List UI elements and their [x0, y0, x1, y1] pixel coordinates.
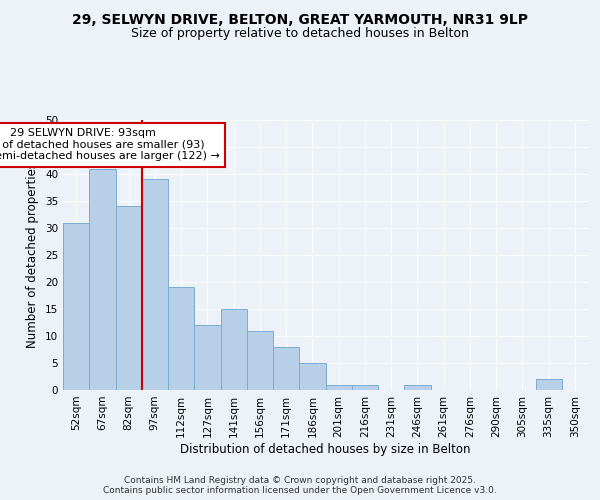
- Text: 29 SELWYN DRIVE: 93sqm
← 42% of detached houses are smaller (93)
56% of semi-det: 29 SELWYN DRIVE: 93sqm ← 42% of detached…: [0, 128, 220, 162]
- Bar: [299, 363, 325, 390]
- X-axis label: Distribution of detached houses by size in Belton: Distribution of detached houses by size …: [180, 442, 471, 456]
- Y-axis label: Number of detached properties: Number of detached properties: [26, 162, 40, 348]
- Bar: [89, 168, 115, 390]
- Bar: [325, 384, 352, 390]
- Bar: [352, 384, 378, 390]
- Bar: [221, 309, 247, 390]
- Bar: [247, 330, 273, 390]
- Bar: [168, 288, 194, 390]
- Text: Size of property relative to detached houses in Belton: Size of property relative to detached ho…: [131, 28, 469, 40]
- Text: Contains HM Land Registry data © Crown copyright and database right 2025.
Contai: Contains HM Land Registry data © Crown c…: [103, 476, 497, 495]
- Bar: [404, 384, 431, 390]
- Bar: [63, 222, 89, 390]
- Bar: [142, 180, 168, 390]
- Bar: [273, 347, 299, 390]
- Text: 29, SELWYN DRIVE, BELTON, GREAT YARMOUTH, NR31 9LP: 29, SELWYN DRIVE, BELTON, GREAT YARMOUTH…: [72, 12, 528, 26]
- Bar: [115, 206, 142, 390]
- Bar: [536, 379, 562, 390]
- Bar: [194, 325, 221, 390]
